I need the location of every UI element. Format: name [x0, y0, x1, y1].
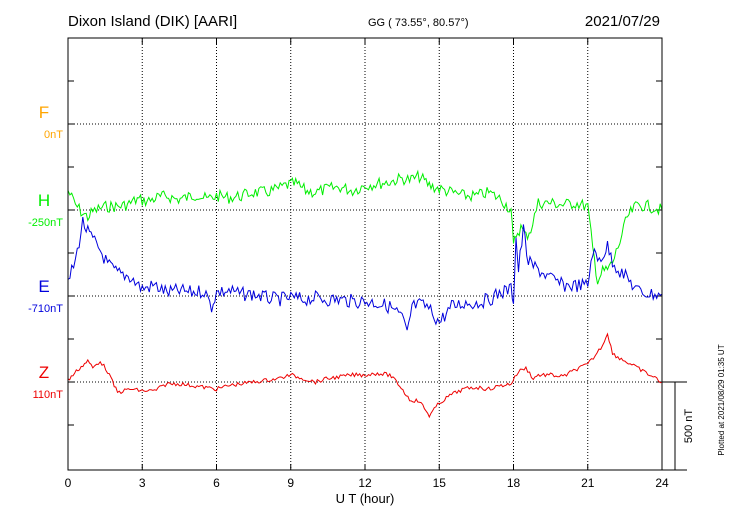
series-label-z: Z	[39, 363, 49, 382]
data-series	[67, 169, 663, 419]
series-baseline-label-e: -710nT	[28, 303, 63, 315]
series-label-e: E	[38, 277, 49, 296]
grid	[141, 38, 589, 470]
plotted-note: Plotted at 2021/08/29 01:35 UT	[717, 344, 726, 455]
x-tick-label: 18	[507, 476, 521, 490]
station-title: Dixon Island (DIK) [AARI]	[68, 13, 238, 30]
x-tick-label: 9	[287, 476, 294, 490]
series-line-z	[67, 332, 663, 419]
series-baseline-label-h: -250nT	[28, 217, 63, 229]
x-axis: 0 3 6 9 12 15 18 21 24	[65, 38, 669, 490]
series-line-e	[67, 217, 663, 331]
series-label-h: H	[38, 191, 50, 210]
x-tick-label: 12	[358, 476, 372, 490]
series-baseline-label-f: 0nT	[44, 129, 63, 141]
component-labels: F 0nT H -250nT E -710nT Z 110nT	[28, 103, 63, 401]
series-baseline-label-z: 110nT	[33, 389, 64, 401]
scale-bar: 500 nT	[662, 381, 695, 471]
x-tick-label: 0	[65, 476, 72, 490]
scale-bar-label: 500 nT	[683, 409, 695, 444]
chart-date: 2021/07/29	[584, 13, 660, 30]
x-tick-label: 24	[655, 476, 669, 490]
station-coordinates: GG ( 73.55°, 80.57°)	[368, 17, 469, 29]
x-tick-label: 15	[433, 476, 447, 490]
series-label-f: F	[39, 103, 49, 122]
x-axis-label: U T (hour)	[336, 491, 395, 506]
x-tick-label: 21	[581, 476, 595, 490]
x-tick-label: 6	[213, 476, 220, 490]
x-tick-label: 3	[139, 476, 146, 490]
series-line-h	[67, 169, 663, 285]
